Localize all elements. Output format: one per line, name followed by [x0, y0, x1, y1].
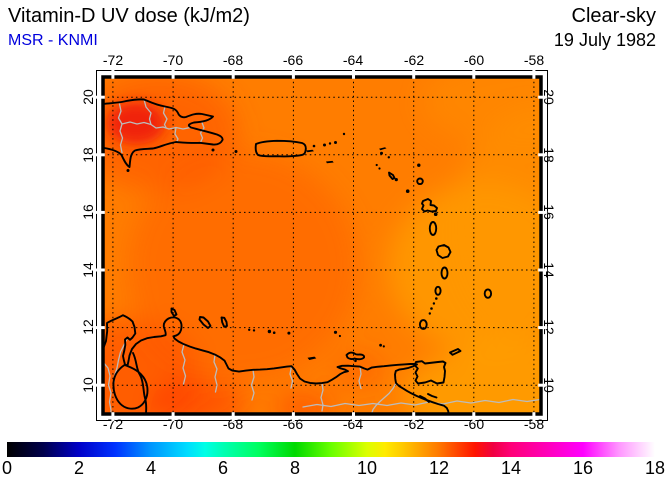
coast-st-vincent: [434, 285, 442, 296]
coast-margarita: [345, 351, 366, 361]
coast-guadeloupe: [421, 198, 438, 213]
colorbar-tick-label: 10: [356, 458, 378, 478]
sky-condition-label: Clear-sky: [571, 5, 656, 27]
coast-bonaire: [220, 316, 228, 328]
field-patch-central-deep: [128, 152, 358, 382]
colorbar-tick-label: 12: [428, 458, 450, 478]
lon-tick-label-top: -58: [523, 52, 545, 68]
colorbar-tick-label: 6: [217, 458, 228, 478]
coast-orinoco-delta: [419, 393, 438, 403]
lon-tick-label-top: -70: [162, 52, 184, 68]
map-plot: [95, 69, 548, 422]
lat-tick-label-left: 16: [80, 204, 96, 220]
colorbar-tick-label: 14: [500, 458, 522, 478]
colorbar-tick-label: 0: [1, 458, 12, 478]
coast-grenada: [418, 319, 428, 330]
small-islands: [126, 132, 438, 363]
coast-martinique: [435, 244, 452, 259]
coast-trinidad: [413, 360, 447, 385]
coast-puerto-rico: [254, 139, 307, 158]
coast-antigua: [416, 177, 424, 186]
coastlines: [103, 98, 493, 414]
lon-tick-label-top: -66: [282, 52, 304, 68]
colorbar-tick-label: 4: [145, 458, 156, 478]
lon-tick-label-top: -68: [222, 52, 244, 68]
coast-south-america: [103, 314, 450, 414]
coast-barbados: [483, 288, 493, 299]
field-patch-delta-spot: [334, 356, 382, 382]
coast-dominica: [428, 221, 438, 236]
colorbar-tick-label: 2: [73, 458, 84, 478]
coast-curacao: [198, 316, 212, 329]
field-patch-hispaniola-peak: [107, 102, 165, 144]
figure-title: Vitamin-D UV dose (kJ/m2): [8, 5, 250, 27]
coast-tobago: [449, 348, 462, 356]
figure-date: 19 July 1982: [553, 30, 656, 50]
lon-tick-label-top: -62: [403, 52, 425, 68]
field-patch-coastal-red: [150, 378, 246, 414]
lat-tick-label-left: 10: [80, 377, 96, 393]
coast-st-kitts: [388, 171, 396, 180]
lon-tick-label-top: -64: [342, 52, 364, 68]
colorbar-tick-label: 16: [572, 458, 594, 478]
border-colombia-venezuela: [132, 352, 148, 414]
map-frame-inner: [101, 75, 543, 416]
lat-tick-label-left: 18: [80, 147, 96, 163]
lon-tick-label-top: -60: [463, 52, 485, 68]
colorbar-tick-label: 8: [289, 458, 300, 478]
field-patch-northeast-low: [423, 77, 541, 147]
figure-source: MSR - KNMI: [8, 32, 98, 49]
map-frame: [95, 69, 548, 422]
lon-tick-label-top: -72: [102, 52, 124, 68]
coast-st-lucia: [440, 266, 449, 280]
lat-tick-label-left: 12: [80, 319, 96, 335]
uv-dose-field: [103, 77, 541, 414]
colorbar-gradient: [7, 442, 655, 457]
field-patch-southeast-low: [403, 342, 541, 414]
coast-aruba: [170, 307, 178, 317]
map-frame-outer: [96, 70, 548, 421]
field-patch-south-spot: [273, 393, 333, 414]
colorbar-tick-label: 18: [644, 458, 665, 478]
lat-tick-label-left: 20: [80, 89, 96, 105]
frame-tick-marks: [95, 69, 548, 422]
country-borders: [103, 98, 541, 414]
lat-tick-label-left: 14: [80, 262, 96, 278]
coast-hispaniola: [103, 98, 224, 168]
